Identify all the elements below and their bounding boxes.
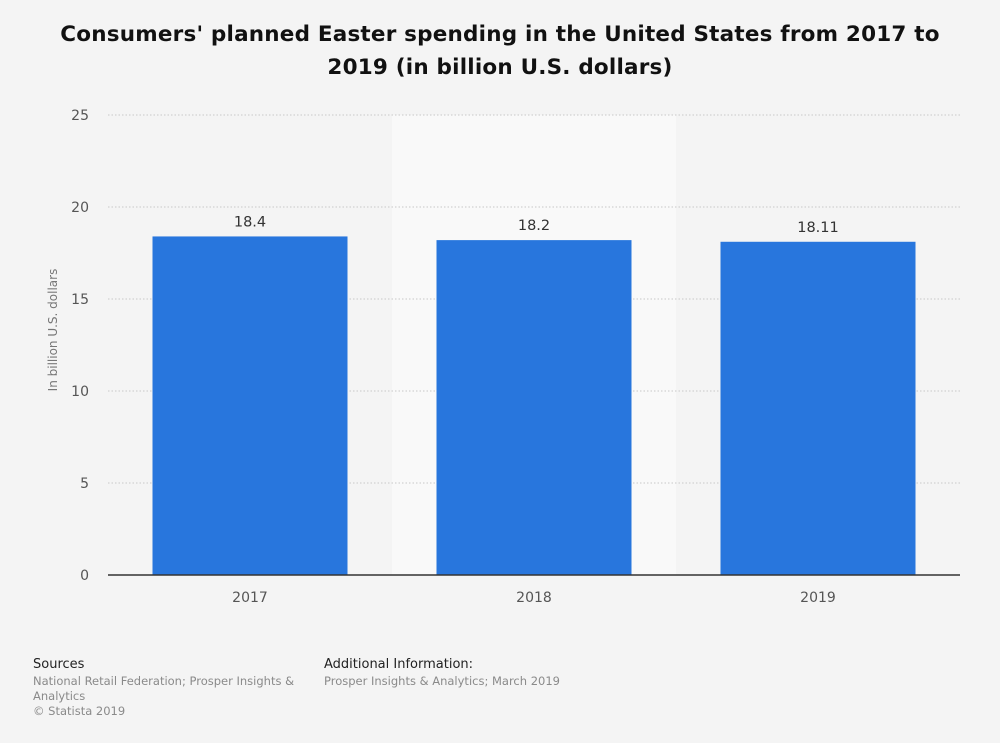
y-axis-ticks: 0 5 10 15 20 25: [71, 108, 89, 584]
y-tick-label: 25: [71, 108, 89, 124]
bar-value-label: 18.11: [797, 220, 839, 236]
chart-title: Consumers' planned Easter spending in th…: [60, 22, 940, 80]
bar-value-label: 18.4: [234, 214, 266, 230]
x-tick-label: 2019: [800, 590, 836, 606]
bar: [152, 236, 348, 575]
y-tick-label: 20: [71, 200, 89, 216]
x-axis-ticks: 2017 2018 2019: [232, 590, 836, 606]
additional-info-text: Prosper Insights & Analytics; March 2019: [324, 674, 560, 688]
sources-line-1: National Retail Federation; Prosper Insi…: [33, 674, 295, 688]
bars: [152, 236, 916, 575]
y-tick-label: 5: [80, 476, 89, 492]
sources-line-2: Analytics: [33, 689, 86, 703]
y-tick-label: 10: [71, 384, 89, 400]
value-labels: 18.4 18.2 18.11: [234, 214, 839, 235]
bar: [436, 240, 632, 575]
y-tick-label: 0: [80, 568, 89, 584]
sources-heading: Sources: [33, 657, 85, 672]
x-tick-label: 2017: [232, 590, 268, 606]
y-tick-label: 15: [71, 292, 89, 308]
additional-info-section: Additional Information: Prosper Insights…: [324, 657, 560, 689]
copyright: © Statista 2019: [33, 704, 126, 718]
additional-info-heading: Additional Information:: [324, 657, 474, 672]
sources-section: Sources National Retail Federation; Pros…: [33, 657, 294, 719]
bar-value-label: 18.2: [518, 218, 550, 234]
bar: [720, 241, 916, 575]
y-axis-title: In billion U.S. dollars: [46, 269, 60, 392]
x-tick-label: 2018: [516, 590, 552, 606]
